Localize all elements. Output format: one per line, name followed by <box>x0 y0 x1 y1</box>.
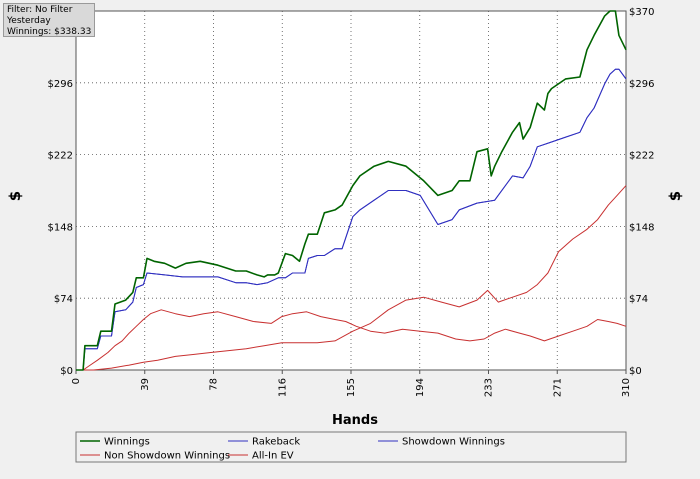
y-tick-label-right: $370 <box>629 7 654 18</box>
y-tick-label-left: $222 <box>48 151 73 162</box>
x-tick-label: 194 <box>415 378 426 397</box>
axis-ticks: $0$0$74$74$148$148$222$222$296$296$370$3… <box>48 7 655 397</box>
series-line-all-in-ev <box>76 185 627 371</box>
x-tick-label: 116 <box>277 378 288 397</box>
x-tick-label: 155 <box>346 378 357 397</box>
x-tick-label: 271 <box>552 378 563 397</box>
x-tick-label: 78 <box>209 378 220 391</box>
legend-label: All-In EV <box>252 451 294 462</box>
x-tick-label: 39 <box>140 378 151 391</box>
legend-label: Showdown Winnings <box>402 437 505 448</box>
y-axis-label-right: $ <box>666 191 684 201</box>
y-tick-label-left: $74 <box>54 294 73 305</box>
series-line-winnings <box>76 10 627 371</box>
y-axis-label-left: $ <box>6 191 24 201</box>
y-tick-label-right: $222 <box>629 151 654 162</box>
legend: Winnings Rakeback Showdown Winnings Non Sho… <box>75 431 627 463</box>
y-tick-label-left: $296 <box>48 79 73 90</box>
y-tick-label-left: $0 <box>60 366 73 377</box>
winnings-text: Winnings: $338.33 <box>7 27 92 37</box>
x-axis-label: Hands <box>332 413 378 428</box>
y-tick-label-right: $74 <box>629 294 648 305</box>
series-line-non-showdown-winnings <box>76 309 627 371</box>
legend-label: Non Showdown Winnings <box>104 451 230 462</box>
y-tick-label-left: $148 <box>48 222 73 233</box>
legend-label: Rakeback <box>252 437 300 448</box>
x-tick-label: 0 <box>71 378 82 384</box>
legend-box <box>75 431 627 463</box>
y-tick-label-right: $148 <box>629 222 654 233</box>
period-text: Yesterday <box>7 16 51 26</box>
filter-text: Filter: No Filter <box>7 5 73 15</box>
y-tick-label-right: $296 <box>629 79 654 90</box>
y-tick-label-right: $0 <box>629 366 642 377</box>
series-lines <box>76 10 627 371</box>
x-tick-label: 233 <box>484 378 495 397</box>
filter-info-box: Filter: No Filter Yesterday Winnings: $3… <box>3 3 95 37</box>
series-line-rakeback <box>76 68 627 371</box>
legend-label: Winnings <box>104 437 150 448</box>
x-tick-label: 310 <box>621 378 632 397</box>
